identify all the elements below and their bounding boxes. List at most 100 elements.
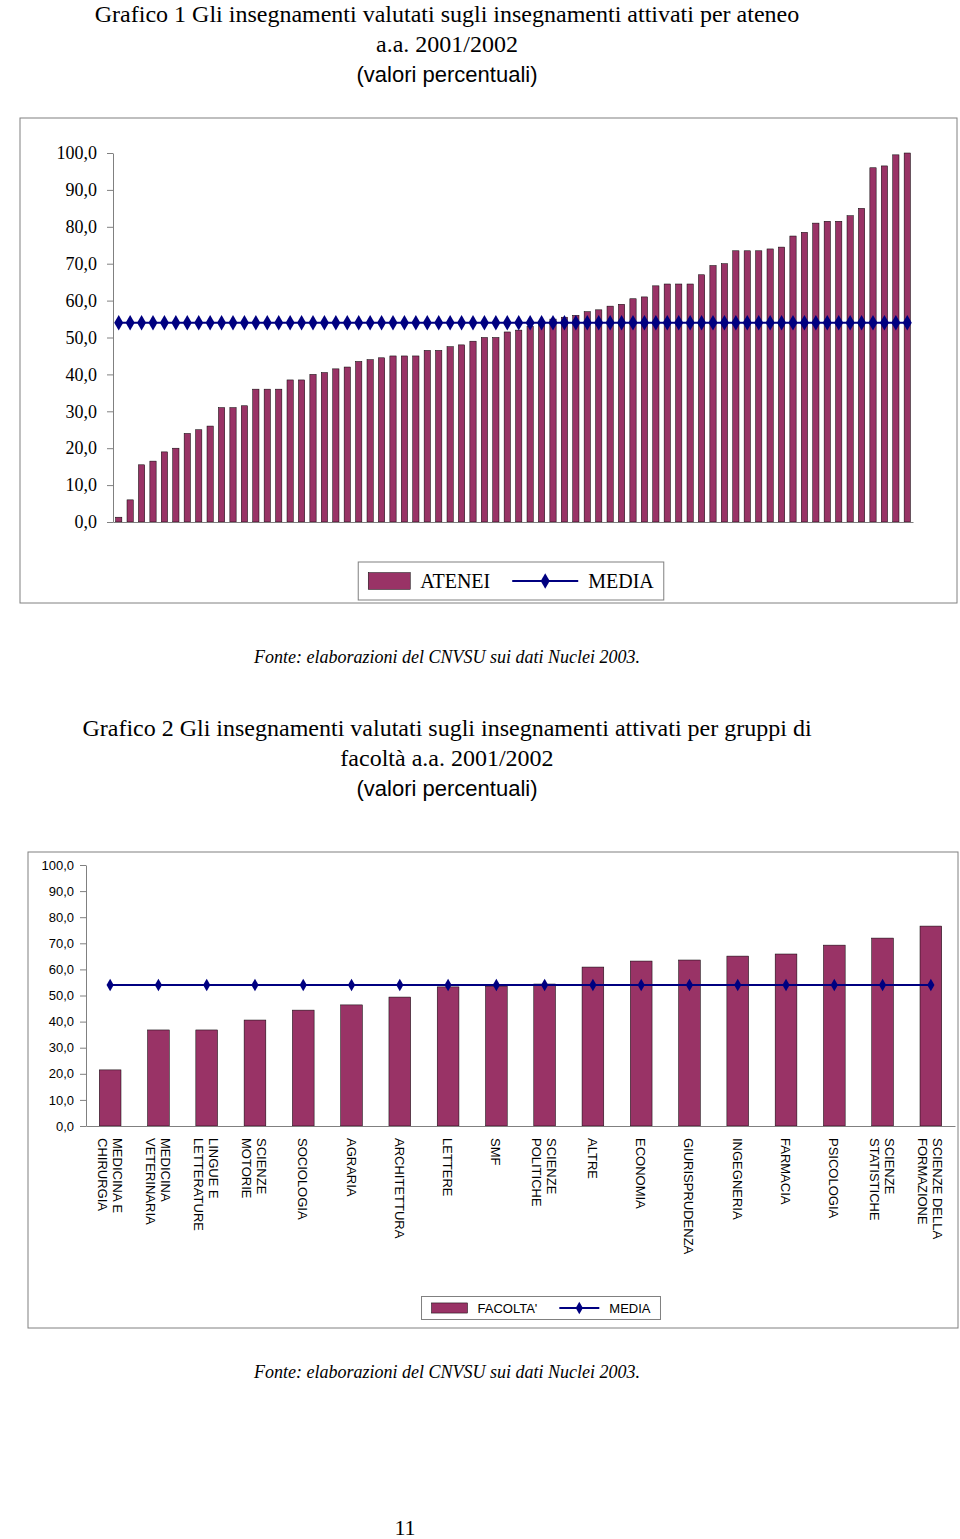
bar	[378, 358, 384, 522]
x-tick: LETTERE	[441, 1126, 456, 1197]
bar	[801, 232, 807, 522]
y-tick: 50,0	[49, 988, 86, 1003]
y-tick-mark	[80, 996, 86, 997]
marker	[348, 979, 355, 991]
x-axis-line	[87, 1126, 956, 1127]
x-tick-label: LINGUE ELETTERATURE	[192, 1138, 222, 1231]
bar	[493, 338, 499, 523]
bar	[253, 389, 259, 522]
y-tick-label: 80,0	[49, 910, 74, 925]
bar	[292, 1010, 314, 1126]
marker	[880, 315, 889, 331]
marker	[263, 315, 272, 331]
x-tick: MEDICINAVETERINARIA	[143, 1126, 173, 1225]
marker	[766, 315, 775, 331]
marker	[251, 979, 258, 991]
y-tick-mark	[80, 1074, 86, 1075]
marker	[709, 315, 718, 331]
y-tick-mark	[107, 522, 113, 523]
bar	[436, 350, 442, 522]
x-tick: ALTRE	[585, 1126, 600, 1179]
y-tick-label: 50,0	[49, 988, 74, 1003]
bar	[230, 408, 236, 522]
bar	[356, 361, 362, 522]
legend-label: ATENEI	[420, 570, 490, 592]
line	[110, 984, 931, 986]
y-tick-label: 60,0	[49, 962, 74, 977]
marker	[469, 315, 478, 331]
bar	[116, 517, 122, 522]
marker	[503, 315, 512, 331]
marker	[400, 315, 409, 331]
bar	[344, 367, 350, 522]
bar	[573, 315, 579, 522]
page-number: 11	[394, 1515, 415, 1539]
marker	[903, 315, 912, 331]
bar	[872, 938, 894, 1126]
y-tick-label: 70,0	[66, 254, 98, 274]
x-tick-label: ARCHITETTURA	[392, 1138, 407, 1239]
chart: Grafico 1 Gli insegnamenti valutati sugl…	[20, 1, 957, 667]
bar	[298, 380, 304, 522]
bar	[881, 166, 887, 522]
y-tick-mark	[107, 485, 113, 486]
bar	[698, 275, 704, 522]
y-tick: 20,0	[66, 438, 114, 458]
y-tick: 90,0	[66, 180, 114, 200]
bar	[733, 251, 739, 522]
marker	[206, 315, 215, 331]
marker	[720, 315, 729, 331]
y-tick-mark	[107, 411, 113, 412]
legend: FACOLTA'MEDIA	[422, 1297, 661, 1320]
legend-label: FACOLTA'	[478, 1301, 538, 1316]
y-tick-label: 0,0	[56, 1119, 74, 1134]
marker	[663, 315, 672, 331]
y-tick: 80,0	[66, 217, 114, 237]
bar	[196, 1030, 218, 1126]
marker	[107, 979, 114, 991]
legend-marker	[576, 1302, 583, 1314]
marker	[583, 315, 592, 331]
marker	[320, 315, 329, 331]
bar	[904, 153, 910, 522]
y-tick: 10,0	[49, 1093, 86, 1108]
bar	[424, 350, 430, 522]
bar	[858, 208, 864, 522]
marker	[823, 315, 832, 331]
legend-box	[422, 1297, 661, 1320]
marker	[203, 979, 210, 991]
y-tick: 30,0	[49, 1040, 86, 1055]
x-tick-label: PSICOLOGIA	[827, 1138, 842, 1219]
marker	[171, 315, 180, 331]
y-tick: 100,0	[57, 143, 114, 163]
y-axis-line	[113, 154, 114, 523]
marker	[526, 315, 535, 331]
y-tick-mark	[107, 153, 113, 154]
marker	[754, 315, 763, 331]
marker	[274, 315, 283, 331]
y-tick: 40,0	[49, 1014, 86, 1029]
x-axis	[114, 522, 914, 523]
marker	[366, 315, 375, 331]
y-tick-label: 100,0	[41, 858, 74, 873]
y-tick-mark	[80, 917, 86, 918]
y-axis: 0,010,020,030,040,050,060,070,080,090,01…	[41, 858, 86, 1134]
x-tick: LINGUE ELETTERATURE	[192, 1126, 222, 1231]
y-tick-mark	[107, 338, 113, 339]
y-tick-label: 20,0	[49, 1066, 74, 1081]
marker	[309, 315, 318, 331]
y-tick-mark	[80, 969, 86, 970]
x-tick: SCIENZEPOLITICHE	[530, 1126, 560, 1207]
bar	[756, 251, 762, 522]
bar	[920, 926, 942, 1126]
y-tick-label: 20,0	[66, 438, 98, 458]
bar	[813, 223, 819, 522]
y-tick-label: 40,0	[49, 1014, 74, 1029]
bar	[596, 310, 602, 522]
marker	[480, 315, 489, 331]
marker	[789, 315, 798, 331]
x-tick: SCIENZESTATISTICHE	[868, 1126, 898, 1221]
y-tick-mark	[107, 374, 113, 375]
marker	[594, 315, 603, 331]
x-axis-line	[114, 522, 914, 523]
